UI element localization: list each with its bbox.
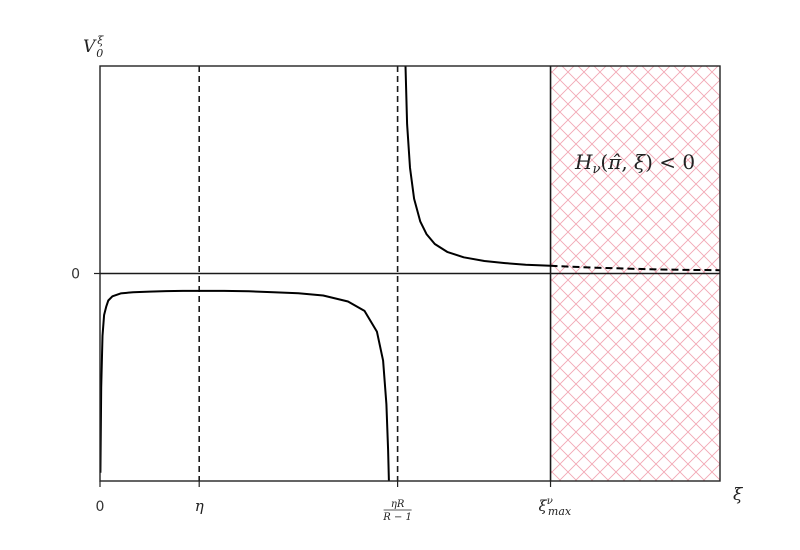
x-tick-label-3: ξν max [539, 496, 572, 518]
x-ticks: 0 η ηR R − 1 ξν max [96, 481, 572, 523]
reference-lines [100, 66, 720, 481]
x-tick-label-1: η [195, 497, 204, 515]
x-tick-label-0: 0 [96, 499, 105, 515]
y-tick-label: 0 [71, 267, 80, 283]
y-axis-label: V0ξ [83, 34, 104, 60]
y-ticks: 0 [71, 267, 100, 283]
region-annotation: Hν(π̂, ξ) < 0 [574, 150, 695, 177]
series-line-1 [404, 66, 551, 267]
x-axis-label: ξ [733, 485, 744, 505]
curves [100, 66, 720, 481]
x-tick-label-2: ηR R − 1 [382, 499, 412, 523]
series-line-0 [100, 289, 390, 481]
